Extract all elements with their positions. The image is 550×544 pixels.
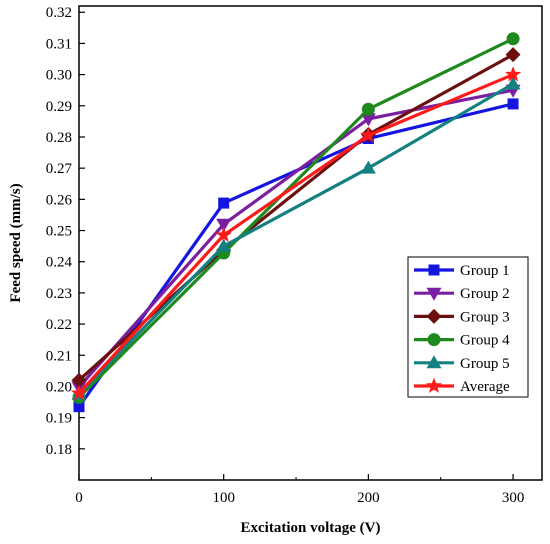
y-tick-label: 0.25 bbox=[46, 224, 72, 240]
series-line bbox=[77, 37, 514, 399]
legend-label: Group 3 bbox=[460, 309, 510, 325]
legend-marker bbox=[426, 287, 442, 301]
series-line bbox=[77, 73, 514, 395]
y-axis: 0.18 0.19 0.20 0.21 0.22 0.23 0.24 0.25 0.26 0.27… bbox=[46, 5, 85, 458]
x-tick-label: 0 bbox=[75, 490, 83, 506]
y-tick-label: 0.19 bbox=[46, 411, 72, 427]
series-layer bbox=[70, 32, 522, 413]
legend-label: Group 1 bbox=[460, 263, 510, 279]
data-point bbox=[71, 372, 87, 388]
legend-label: Average bbox=[460, 379, 510, 395]
data-point bbox=[507, 98, 519, 110]
data-point bbox=[505, 76, 521, 90]
data-point bbox=[504, 66, 522, 82]
x-tick-label: 300 bbox=[502, 490, 525, 506]
y-tick-label: 0.22 bbox=[46, 317, 72, 333]
y-tick-label: 0.28 bbox=[46, 130, 72, 146]
x-axis: 0 100 200 300 bbox=[75, 474, 524, 506]
plot-frame bbox=[78, 5, 543, 481]
data-point bbox=[506, 32, 520, 46]
legend-marker bbox=[426, 355, 442, 369]
legend-marker bbox=[426, 308, 442, 324]
data-point bbox=[70, 384, 88, 401]
legend: Group 1 Group 2 Group 3 Group 4 Group 5 Avera… bbox=[407, 256, 529, 398]
plot-border bbox=[78, 5, 543, 481]
data-point bbox=[216, 218, 232, 232]
legend-marker bbox=[425, 377, 443, 393]
y-tick-label: 0.21 bbox=[46, 348, 72, 364]
data-point bbox=[218, 197, 230, 209]
y-tick-label: 0.26 bbox=[46, 192, 73, 208]
data-point bbox=[360, 113, 376, 127]
y-tick-label: 0.24 bbox=[46, 255, 73, 271]
data-point bbox=[73, 401, 85, 413]
x-axis-title: Excitation voltage (V) bbox=[241, 520, 381, 536]
y-tick-label: 0.30 bbox=[46, 68, 72, 84]
x-tick-label: 100 bbox=[212, 490, 235, 506]
legend-label: Group 5 bbox=[460, 356, 510, 372]
series-6 bbox=[70, 66, 522, 401]
data-point bbox=[215, 226, 232, 243]
legend-label: Group 4 bbox=[460, 333, 510, 349]
y-tick-label: 0.23 bbox=[46, 286, 72, 302]
x-tick-label: 200 bbox=[357, 490, 380, 506]
data-point bbox=[360, 126, 377, 143]
data-point bbox=[505, 47, 521, 63]
legend-marker bbox=[427, 333, 441, 347]
legend-label: Group 2 bbox=[460, 286, 510, 302]
y-tick-label: 0.27 bbox=[46, 161, 73, 177]
y-tick-label: 0.32 bbox=[46, 5, 72, 21]
series-line bbox=[77, 82, 514, 396]
y-tick-label: 0.31 bbox=[46, 36, 72, 52]
y-tick-label: 0.20 bbox=[46, 379, 72, 395]
legend-box bbox=[407, 256, 529, 398]
y-tick-label: 0.29 bbox=[46, 99, 72, 115]
legend-marker bbox=[428, 264, 440, 276]
y-axis-title: Feed speed (mm/s) bbox=[8, 183, 24, 302]
y-tick-label: 0.18 bbox=[46, 442, 72, 458]
data-point bbox=[361, 102, 375, 116]
data-point bbox=[360, 160, 376, 174]
data-point bbox=[216, 238, 232, 252]
